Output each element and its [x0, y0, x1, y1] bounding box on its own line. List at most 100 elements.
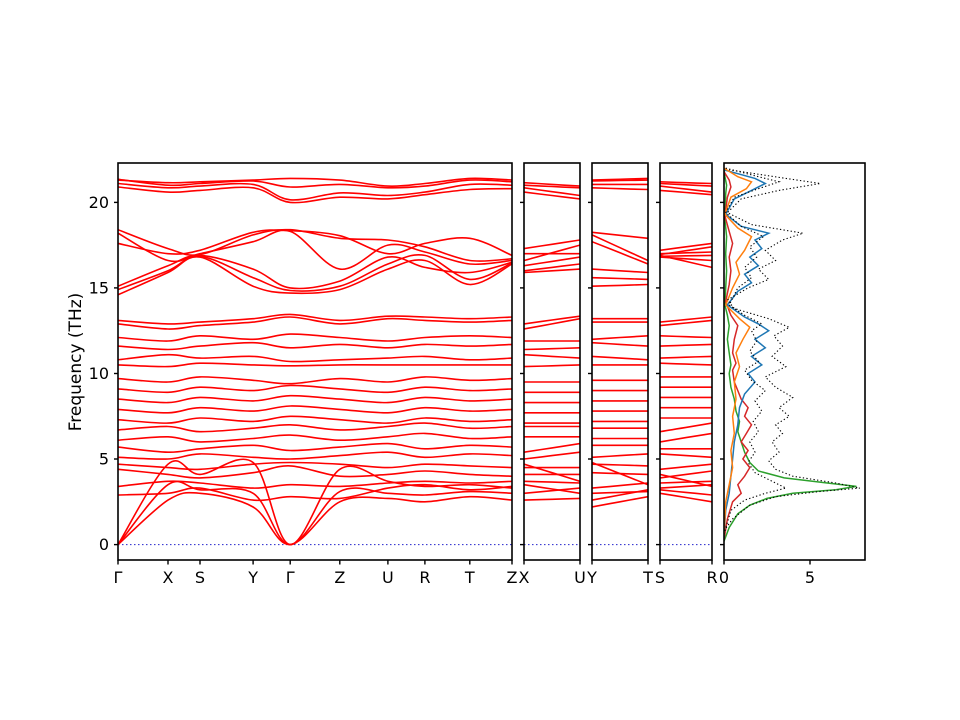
- phonon-band: [524, 239, 580, 250]
- y-tick-label: 10: [89, 364, 109, 383]
- phonon-band: [118, 182, 512, 201]
- phonon-band: [660, 480, 712, 484]
- phonon-band: [118, 316, 512, 330]
- panel-XU: [524, 181, 580, 546]
- panel-spine: [117, 162, 513, 561]
- x-tick-label: 5: [805, 568, 815, 587]
- panel-YT: [592, 177, 648, 546]
- phonon-band: [118, 178, 512, 189]
- phonon-band: [592, 355, 648, 361]
- panel-spine: [723, 162, 866, 561]
- phonon-band: [660, 492, 712, 503]
- phonon-band: [118, 405, 512, 414]
- phonon-band: [592, 341, 648, 347]
- x-tick-label: Γ: [286, 568, 295, 587]
- phonon-band: [592, 187, 648, 191]
- phonon-band: [524, 263, 580, 272]
- phonon-band: [592, 240, 648, 265]
- x-tick-label: Z: [507, 568, 518, 587]
- x-tick-label: R: [706, 568, 717, 587]
- phonon-band: [660, 254, 712, 269]
- phonon-band: [592, 276, 648, 281]
- phonon-band: [524, 347, 580, 351]
- phonon-band: [118, 313, 512, 325]
- x-tick-label: Y: [247, 568, 258, 587]
- phonon-band: [660, 422, 712, 433]
- phonon-band: [118, 333, 512, 342]
- y-tick-label: 5: [99, 450, 109, 469]
- phonon-band: [592, 471, 648, 476]
- phonon-band: [660, 316, 712, 323]
- phonon-band: [660, 185, 712, 193]
- phonon-band: [524, 181, 580, 187]
- phonon-band: [660, 470, 712, 479]
- phonon-band: [524, 442, 580, 453]
- x-tick-label: T: [464, 568, 475, 587]
- phonon-band: [118, 376, 512, 385]
- phonon-band: [592, 453, 648, 459]
- phonon-band: [524, 191, 580, 200]
- phonon-band: [660, 182, 712, 187]
- x-tick-label: Z: [334, 568, 345, 587]
- phonon-band: [660, 242, 712, 252]
- dos-total-dotted: [724, 169, 860, 532]
- phonon-band: [524, 497, 580, 501]
- phonon-band: [524, 187, 580, 197]
- phonon-band: [118, 254, 512, 290]
- phonon-band: [118, 480, 512, 489]
- phonon-band: [118, 362, 512, 368]
- phonon-band: [118, 415, 512, 424]
- x-tick-label: U: [382, 568, 394, 587]
- phonon-band: [524, 315, 580, 325]
- phonon-band: [592, 495, 648, 508]
- phonon-band: [118, 461, 512, 471]
- x-tick-label: X: [519, 568, 530, 587]
- phonon-band: [592, 489, 648, 501]
- phonon-band: [524, 483, 580, 495]
- phonon-band: [592, 463, 648, 467]
- phonon-band: [118, 480, 512, 546]
- phonon-band: [660, 483, 712, 489]
- phonon-band: [660, 335, 712, 339]
- x-tick-label: Y: [586, 568, 597, 587]
- dos-orange: [724, 167, 753, 537]
- phonon-band: [524, 451, 580, 460]
- phonon-band: [118, 229, 512, 257]
- phonon-band: [118, 186, 512, 204]
- phonon-band: [118, 465, 512, 479]
- panel-spine: [659, 162, 713, 561]
- phonon-band: [660, 319, 712, 327]
- x-tick-label: R: [419, 568, 430, 587]
- phonon-band: [524, 184, 580, 189]
- phonon-band: [524, 463, 580, 483]
- phonon-band: [660, 189, 712, 196]
- panel-spine: [523, 162, 581, 561]
- x-tick-label: T: [642, 568, 653, 587]
- phonon-band: [118, 442, 512, 454]
- phonon-band: [118, 432, 512, 443]
- y-tick-label: 0: [99, 535, 109, 554]
- phonon-band: [118, 229, 512, 270]
- x-tick-label: S: [655, 568, 665, 587]
- phonon-band: [592, 234, 648, 262]
- phonon-band: [592, 231, 648, 240]
- phonon-band: [660, 432, 712, 443]
- x-tick-label: 0: [719, 568, 729, 587]
- phonon-band: [118, 384, 512, 394]
- phonon-band: [592, 283, 648, 287]
- panel-dos: [724, 167, 860, 542]
- phonon-band: [524, 353, 580, 359]
- phonon-band: [660, 343, 712, 347]
- phonon-band: [524, 487, 580, 495]
- phonon-band: [118, 254, 512, 292]
- phonon-band: [524, 364, 580, 368]
- y-tick-label: 15: [89, 278, 109, 297]
- x-tick-label: X: [163, 568, 174, 587]
- dos-projection-dotted: [724, 167, 788, 535]
- phonon-band: [118, 341, 512, 351]
- phonon-band: [660, 254, 712, 258]
- panel-spine: [591, 162, 649, 561]
